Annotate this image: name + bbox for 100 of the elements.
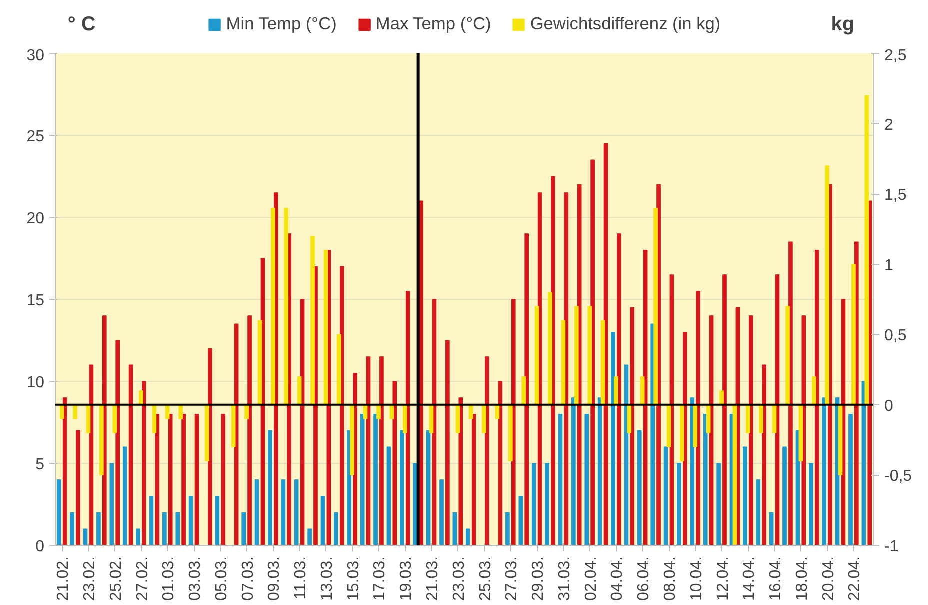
- x-tick-label: 19.03.: [398, 556, 416, 601]
- bar: [534, 306, 540, 406]
- x-tick-label: 23.02.: [81, 556, 98, 601]
- bar: [756, 480, 761, 546]
- bar: [680, 404, 684, 462]
- x-tick-label: 03.03.: [187, 556, 204, 601]
- x-tick-label: 13.03.: [318, 556, 336, 601]
- bar: [221, 414, 226, 546]
- x-tick-label: 31.03.: [556, 556, 574, 601]
- x-tick-label: 14.04.: [741, 556, 758, 601]
- bar: [788, 242, 793, 546]
- bar: [532, 463, 536, 546]
- bar: [466, 528, 470, 546]
- bar: [664, 446, 668, 546]
- x-tick-label: 23.03.: [450, 556, 468, 601]
- bar: [561, 320, 566, 406]
- bar: [347, 430, 352, 546]
- bar: [60, 404, 64, 420]
- bar: [380, 356, 384, 546]
- x-tick-label: 16.04.: [768, 556, 785, 601]
- bar: [630, 307, 635, 546]
- bar: [743, 446, 748, 546]
- bar: [722, 274, 727, 546]
- bar: [110, 463, 114, 546]
- bar: [577, 184, 582, 546]
- bar: [432, 299, 437, 546]
- bar: [640, 376, 645, 406]
- y-tick-label: 5: [36, 456, 45, 474]
- bar: [334, 512, 338, 546]
- x-tick-label: 05.03.: [213, 556, 230, 601]
- y-tick-label: 25: [26, 128, 45, 146]
- bar: [812, 376, 816, 406]
- y-axis-title: ° C: [68, 14, 96, 36]
- bar: [716, 463, 721, 546]
- bar: [234, 324, 239, 546]
- bar: [472, 414, 476, 546]
- bar: [194, 414, 200, 546]
- bar: [769, 512, 774, 546]
- bar: [802, 316, 806, 546]
- bar: [446, 340, 450, 546]
- bar: [96, 512, 101, 546]
- bar: [426, 430, 431, 546]
- bar: [456, 404, 460, 434]
- bar: [386, 446, 392, 546]
- x-tick-label: 21.02.: [55, 556, 72, 601]
- y-tick-label: 10: [26, 374, 45, 392]
- bar: [693, 404, 698, 448]
- bar: [814, 250, 820, 546]
- bar: [545, 463, 550, 546]
- x-tick-label: 15.03.: [345, 556, 362, 601]
- bar: [168, 414, 173, 546]
- bar: [268, 430, 272, 546]
- bar: [188, 496, 194, 546]
- bar: [468, 404, 474, 420]
- bar: [139, 390, 144, 406]
- y2-tick-label: 2: [884, 116, 894, 134]
- bar: [588, 306, 592, 406]
- bar: [231, 404, 236, 448]
- bar: [572, 398, 576, 546]
- y2-tick-label: 0: [884, 398, 894, 415]
- x-tick-label: 02.04.: [582, 556, 600, 601]
- x-tick-label: 11.03.: [292, 556, 310, 600]
- bar: [564, 192, 569, 546]
- bar: [73, 404, 78, 420]
- bar: [254, 480, 260, 546]
- bar: [703, 414, 708, 546]
- bar: [102, 316, 107, 546]
- bar: [136, 528, 140, 546]
- bar: [205, 404, 210, 462]
- bar: [440, 480, 444, 546]
- bar: [720, 390, 724, 406]
- bar: [506, 512, 510, 546]
- bar: [518, 496, 524, 546]
- y2-tick-label: 1,5: [884, 187, 907, 204]
- bar: [308, 528, 312, 546]
- bar: [643, 250, 648, 546]
- bar: [402, 404, 408, 434]
- y-tick-label: 15: [26, 292, 45, 310]
- bar: [650, 324, 655, 546]
- bar: [208, 348, 212, 546]
- bar: [611, 332, 616, 546]
- bar: [182, 414, 186, 546]
- bar: [178, 404, 183, 420]
- bar: [337, 334, 342, 406]
- bar: [176, 512, 180, 546]
- bar: [617, 234, 622, 546]
- bar: [76, 430, 80, 546]
- x-tick-label: 25.03.: [477, 556, 494, 601]
- bar: [56, 480, 62, 546]
- bar: [128, 364, 134, 546]
- bar: [400, 430, 404, 546]
- y2-tick-label: 0,5: [884, 328, 907, 345]
- bar: [392, 381, 398, 546]
- y-tick-label: 20: [26, 210, 45, 228]
- x-tick-label: 04.04.: [609, 556, 626, 601]
- bar: [683, 332, 688, 546]
- bar: [340, 266, 344, 546]
- bar: [122, 446, 128, 546]
- bar: [558, 414, 563, 546]
- y2-tick-label: -1: [884, 538, 899, 556]
